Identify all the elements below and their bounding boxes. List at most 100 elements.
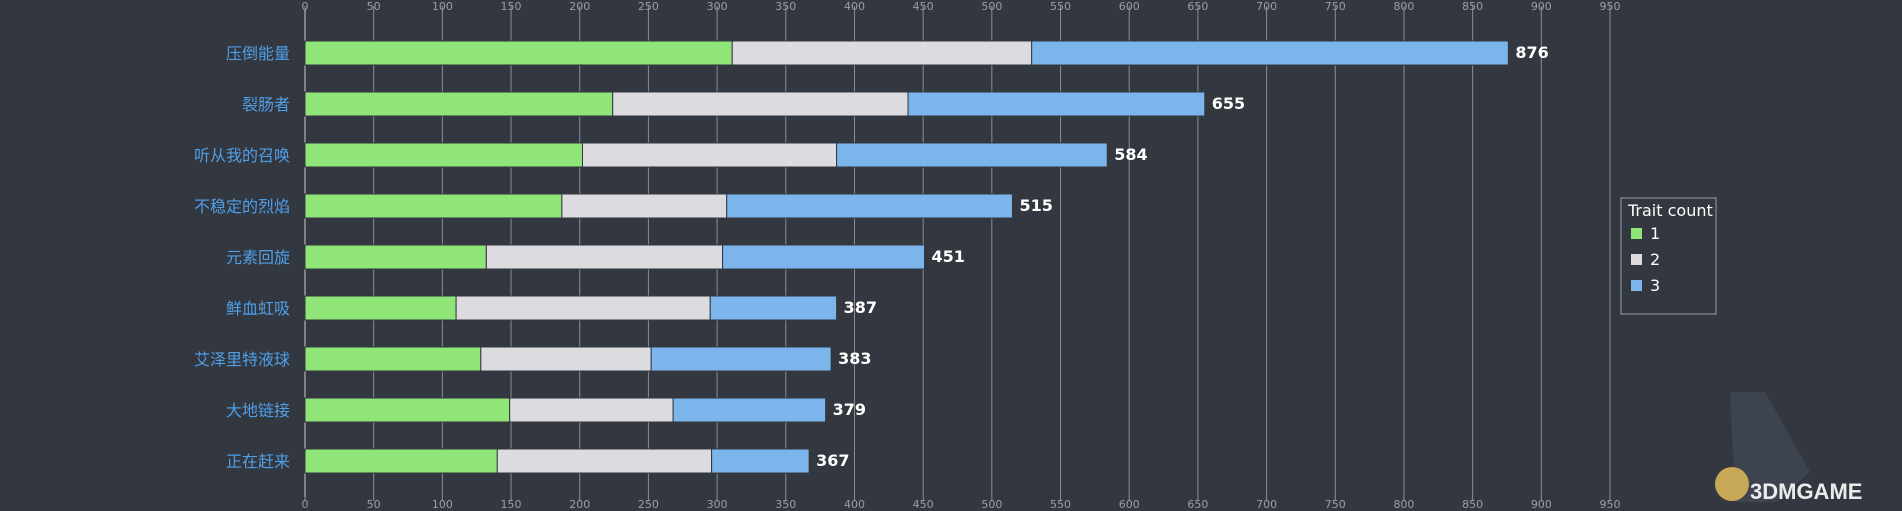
x-tick-label-top: 50 — [367, 0, 381, 13]
x-tick-label-top: 450 — [913, 0, 934, 13]
bar-segment-series-3 — [907, 91, 1206, 117]
legend: Trait count 1 2 3 — [1620, 197, 1717, 315]
bar-segment-series-3 — [836, 142, 1108, 168]
watermark-logo: 3DMGAME — [1715, 392, 1862, 504]
bar-segment-series-1 — [304, 295, 457, 321]
bar-segment-series-3 — [722, 244, 926, 270]
x-tick-label-top: 750 — [1325, 0, 1346, 13]
bar-segment-series-2 — [612, 91, 909, 117]
x-tick-label-top: 300 — [707, 0, 728, 13]
bar-segment-series-1 — [304, 91, 614, 117]
legend-title: Trait count — [1627, 201, 1713, 220]
bars — [304, 40, 1509, 474]
bar-segment-series-1 — [304, 193, 563, 219]
x-tick-label-top: 150 — [501, 0, 522, 13]
x-tick-label-bottom: 750 — [1325, 498, 1346, 511]
legend-label-2: 2 — [1650, 250, 1660, 269]
total-label: 387 — [844, 298, 877, 317]
category-label: 不稳定的烈焰 — [194, 197, 290, 216]
x-tick-label-top: 350 — [775, 0, 796, 13]
bar-segment-series-2 — [496, 448, 713, 474]
x-tick-label-bottom: 500 — [981, 498, 1002, 511]
x-tick-label-bottom: 150 — [501, 498, 522, 511]
x-tick-label-bottom: 100 — [432, 498, 453, 511]
category-label: 听从我的召唤 — [194, 146, 290, 165]
bar-segment-series-3 — [709, 295, 838, 321]
x-tick-label-top: 400 — [844, 0, 865, 13]
bar-segment-series-2 — [731, 40, 1033, 66]
x-tick-label-top: 600 — [1119, 0, 1140, 13]
x-tick-label-top: 0 — [302, 0, 309, 13]
watermark-text: 3DMGAME — [1750, 479, 1862, 504]
grid-lines — [373, 10, 1611, 497]
bar-segment-series-2 — [455, 295, 711, 321]
bar-segment-series-1 — [304, 346, 482, 372]
x-tick-label-top: 950 — [1600, 0, 1621, 13]
x-tick-label-top: 700 — [1256, 0, 1277, 13]
legend-swatch-2 — [1631, 254, 1642, 265]
bar-segment-series-1 — [304, 40, 733, 66]
bar-segment-series-1 — [304, 397, 511, 423]
bar-segment-series-2 — [509, 397, 674, 423]
category-label: 裂肠者 — [242, 95, 290, 114]
x-tick-label-bottom: 250 — [638, 498, 659, 511]
bar-segment-series-3 — [650, 346, 832, 372]
bar-segment-series-1 — [304, 142, 583, 168]
legend-box — [1620, 197, 1717, 315]
x-tick-label-top: 250 — [638, 0, 659, 13]
x-tick-label-top: 650 — [1187, 0, 1208, 13]
bar-segment-series-1 — [304, 244, 487, 270]
x-tick-label-bottom: 650 — [1187, 498, 1208, 511]
total-label: 379 — [833, 400, 866, 419]
x-tick-label-bottom: 800 — [1393, 498, 1414, 511]
category-label: 元素回旋 — [226, 248, 290, 267]
x-tick-label-bottom: 350 — [775, 498, 796, 511]
legend-swatch-3 — [1631, 280, 1642, 291]
x-tick-label-bottom: 600 — [1119, 498, 1140, 511]
legend-swatch-1 — [1631, 228, 1642, 239]
total-label: 451 — [932, 247, 965, 266]
total-label: 515 — [1019, 196, 1052, 215]
bar-segment-series-1 — [304, 448, 498, 474]
category-label: 鲜血虹吸 — [226, 299, 290, 318]
x-tick-label-bottom: 550 — [1050, 498, 1071, 511]
watermark-mascot — [1715, 467, 1749, 501]
x-tick-label-bottom: 300 — [707, 498, 728, 511]
total-label: 367 — [816, 451, 849, 470]
total-label: 876 — [1515, 43, 1548, 62]
x-tick-label-bottom: 400 — [844, 498, 865, 511]
x-tick-label-top: 800 — [1393, 0, 1414, 13]
x-tick-label-top: 850 — [1462, 0, 1483, 13]
legend-label-3: 3 — [1650, 276, 1660, 295]
x-tick-label-bottom: 900 — [1531, 498, 1552, 511]
bar-segment-series-2 — [581, 142, 838, 168]
x-tick-label-bottom: 50 — [367, 498, 381, 511]
x-tick-label-top: 550 — [1050, 0, 1071, 13]
category-label: 大地链接 — [226, 401, 290, 420]
bar-segment-series-2 — [485, 244, 724, 270]
watermark-shape — [1730, 392, 1810, 502]
category-label: 正在赶来 — [226, 452, 290, 471]
x-tick-label-top: 200 — [569, 0, 590, 13]
legend-label-1: 1 — [1650, 224, 1660, 243]
bar-segment-series-2 — [480, 346, 652, 372]
x-tick-label-bottom: 0 — [302, 498, 309, 511]
x-tick-label-bottom: 850 — [1462, 498, 1483, 511]
bar-segment-series-3 — [672, 397, 827, 423]
x-tick-label-top: 900 — [1531, 0, 1552, 13]
x-tick-label-bottom: 200 — [569, 498, 590, 511]
total-label: 383 — [838, 349, 871, 368]
x-tick-label-bottom: 450 — [913, 498, 934, 511]
category-label: 艾泽里特液球 — [194, 350, 290, 369]
bar-segment-series-3 — [1031, 40, 1509, 66]
bar-segment-series-3 — [711, 448, 810, 474]
x-tick-label-top: 100 — [432, 0, 453, 13]
x-tick-label-bottom: 700 — [1256, 498, 1277, 511]
labels: 压倒能量 876 裂肠者 655 听从我的召唤 584 不稳定的烈焰 515 元素回旋 451 鲜血… — [194, 43, 1549, 471]
total-label: 584 — [1114, 145, 1147, 164]
x-tick-label-bottom: 950 — [1600, 498, 1621, 511]
x-tick-label-top: 500 — [981, 0, 1002, 13]
category-label: 压倒能量 — [226, 44, 290, 63]
